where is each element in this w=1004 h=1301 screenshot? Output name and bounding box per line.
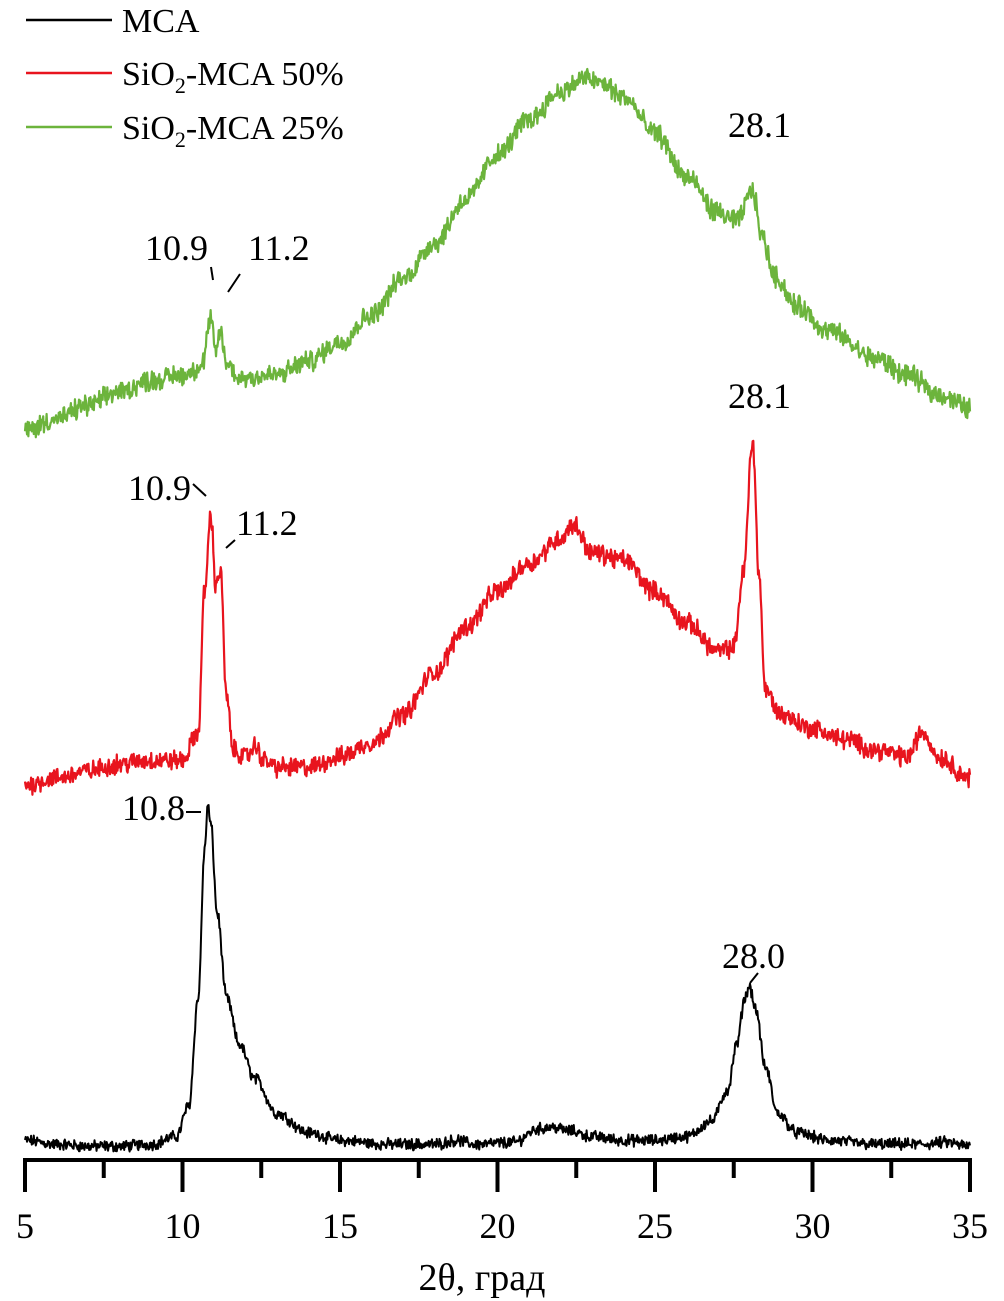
peak-annotations: 10.8 28.0 10.9 11.2 28.1 10.9 11.2 28.1 [122, 105, 791, 984]
peak-label: 28.1 [728, 105, 791, 145]
x-axis-label: 2θ, град [419, 1257, 546, 1299]
peak-leader-line [192, 483, 207, 497]
peak-label: 11.2 [236, 503, 298, 543]
legend-label: SiO2-MCA 50% [122, 56, 344, 98]
peak-leader-line [210, 266, 214, 281]
x-axis: 5 10 15 20 25 30 35 [16, 1158, 988, 1246]
peak-label: 11.2 [248, 228, 310, 268]
x-tick-label: 25 [637, 1206, 673, 1246]
series-line-3 [23, 67, 972, 439]
series-line-1 [24, 804, 971, 1153]
peak-leader-line [227, 273, 241, 293]
peak-leader-line [749, 972, 759, 984]
x-tick-label: 15 [322, 1206, 358, 1246]
peak-leader-line [225, 539, 236, 549]
peak-label: 10.9 [145, 228, 208, 268]
legend-label: SiO2-MCA 25% [122, 110, 344, 152]
x-tick-label: 20 [480, 1206, 516, 1246]
series-line-2 [23, 439, 972, 796]
legend: MCA SiO2-MCA 50% SiO2-MCA 25% [26, 3, 344, 152]
peak-label: 10.8 [122, 788, 185, 828]
x-tick-label: 30 [795, 1206, 831, 1246]
x-tick-label: 35 [952, 1206, 988, 1246]
peak-label: 10.9 [128, 468, 191, 508]
legend-label: MCA [122, 3, 200, 40]
curves [23, 67, 972, 1153]
peak-label: 28.0 [722, 936, 785, 976]
x-tick-label: 5 [16, 1206, 34, 1246]
peak-label: 28.1 [728, 376, 791, 416]
x-tick-label: 10 [165, 1206, 201, 1246]
